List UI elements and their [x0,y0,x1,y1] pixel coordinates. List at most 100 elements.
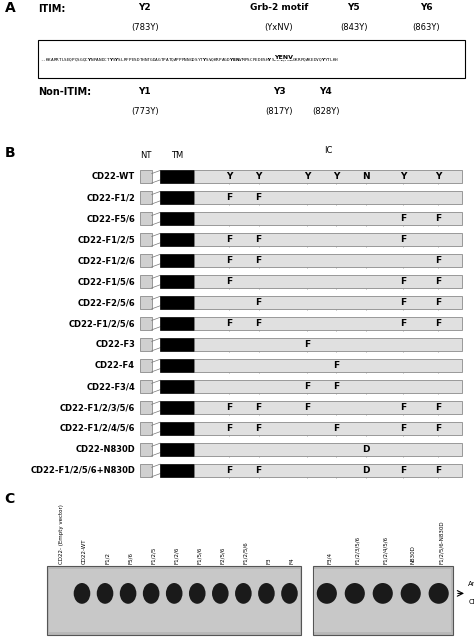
Bar [160,276,194,288]
Text: CD22-F5/6: CD22-F5/6 [86,214,135,223]
Bar [194,212,462,225]
Text: F2/5/6: F2/5/6 [220,547,225,564]
Bar [194,380,462,393]
Text: Y1: Y1 [138,87,151,96]
Text: F: F [400,466,406,475]
Text: Y: Y [333,172,339,181]
Text: (783Y): (783Y) [131,23,158,32]
Text: Non-ITIM:: Non-ITIM: [38,87,91,97]
Bar [140,171,152,183]
Text: F: F [255,466,262,475]
Bar [313,565,453,635]
Text: F: F [435,256,441,265]
Bar [160,422,194,435]
Bar [160,212,194,225]
Bar [140,464,152,477]
Text: F1/2/6: F1/2/6 [174,547,179,564]
Text: CD22-F1/2/5/6+N830D: CD22-F1/2/5/6+N830D [30,466,135,475]
Text: F: F [400,319,406,328]
Text: F: F [226,256,232,265]
Text: NT: NT [140,151,151,160]
Text: CD22-F1/2/6: CD22-F1/2/6 [77,256,135,265]
Text: F: F [226,235,232,244]
Text: F3: F3 [266,558,272,564]
Text: (843Y): (843Y) [340,23,367,32]
Text: ITIM:: ITIM: [38,4,65,14]
Bar [160,233,194,246]
Text: CD22-F1/2: CD22-F1/2 [86,193,135,202]
Text: (YxNV): (YxNV) [264,23,293,32]
Ellipse shape [281,583,298,604]
Bar [140,192,152,204]
Text: CD22-F1/2/4/5/6: CD22-F1/2/4/5/6 [60,424,135,433]
Text: Grb-2 motif: Grb-2 motif [250,3,308,12]
Text: N830D: N830D [410,545,416,564]
Bar [160,317,194,330]
Text: F: F [333,382,339,391]
Text: F: F [255,403,262,412]
Text: C: C [5,492,15,506]
Text: CD22-F4: CD22-F4 [95,361,135,370]
Text: F: F [400,214,406,223]
Bar [160,192,194,204]
Text: F: F [400,235,406,244]
Text: F: F [400,298,406,307]
Bar [38,40,465,78]
Text: F: F [435,298,441,307]
Bar [140,212,152,225]
Text: F: F [400,403,406,412]
Text: F: F [435,466,441,475]
Text: YENV: YENV [274,55,293,60]
Text: F: F [255,319,262,328]
Text: F1/5/6: F1/5/6 [197,547,202,564]
Bar [194,296,462,309]
Ellipse shape [235,583,252,604]
Ellipse shape [166,583,182,604]
Bar [194,443,462,456]
Bar [140,401,152,414]
Text: Y: Y [435,172,441,181]
Text: F1/2/5/6: F1/2/5/6 [243,542,248,564]
Text: F: F [226,319,232,328]
Text: F: F [226,424,232,433]
Text: F: F [255,256,262,265]
Text: F: F [226,193,232,202]
Bar [140,380,152,393]
Text: --KKARRTLSEQPQSGQC$\mathbf{Y}$NPANDCT$\mathbf{Y}$S$\mathbf{Y}$SLRFPESDTHNTGDAGTP: --KKARRTLSEQPQSGQC$\mathbf{Y}$NPANDCT$\m… [40,56,339,63]
Bar [140,422,152,435]
Text: IC: IC [324,146,332,155]
Bar [194,171,462,183]
Bar [140,359,152,372]
Bar [194,422,462,435]
Text: F: F [435,277,441,286]
Text: F1/2/5/6-N830D: F1/2/5/6-N830D [439,520,444,564]
Bar [194,317,462,330]
Bar [194,464,462,477]
Text: F: F [304,382,310,391]
Text: Y2: Y2 [138,3,151,12]
Text: F: F [400,424,406,433]
Ellipse shape [120,583,137,604]
Bar [194,254,462,267]
Bar [194,359,462,372]
Ellipse shape [97,583,113,604]
Ellipse shape [212,583,228,604]
Text: Y: Y [400,172,406,181]
Text: CD22-F1/5/6: CD22-F1/5/6 [77,277,135,286]
Text: CD22-F2/5/6: CD22-F2/5/6 [77,298,135,307]
Bar [160,401,194,414]
Ellipse shape [401,583,421,604]
Ellipse shape [73,583,90,604]
Text: CD22-WT: CD22-WT [82,538,87,564]
Text: CD22-F1/2/3/5/6: CD22-F1/2/3/5/6 [60,403,135,412]
Text: F1/2/4/5/6: F1/2/4/5/6 [383,536,388,564]
Text: F: F [333,361,339,370]
Ellipse shape [258,583,275,604]
Text: Y6: Y6 [420,3,432,12]
Bar [314,569,451,632]
Bar [160,171,194,183]
Bar [194,401,462,414]
Text: CD22: CD22 [468,599,474,606]
Bar [194,192,462,204]
Ellipse shape [373,583,393,604]
